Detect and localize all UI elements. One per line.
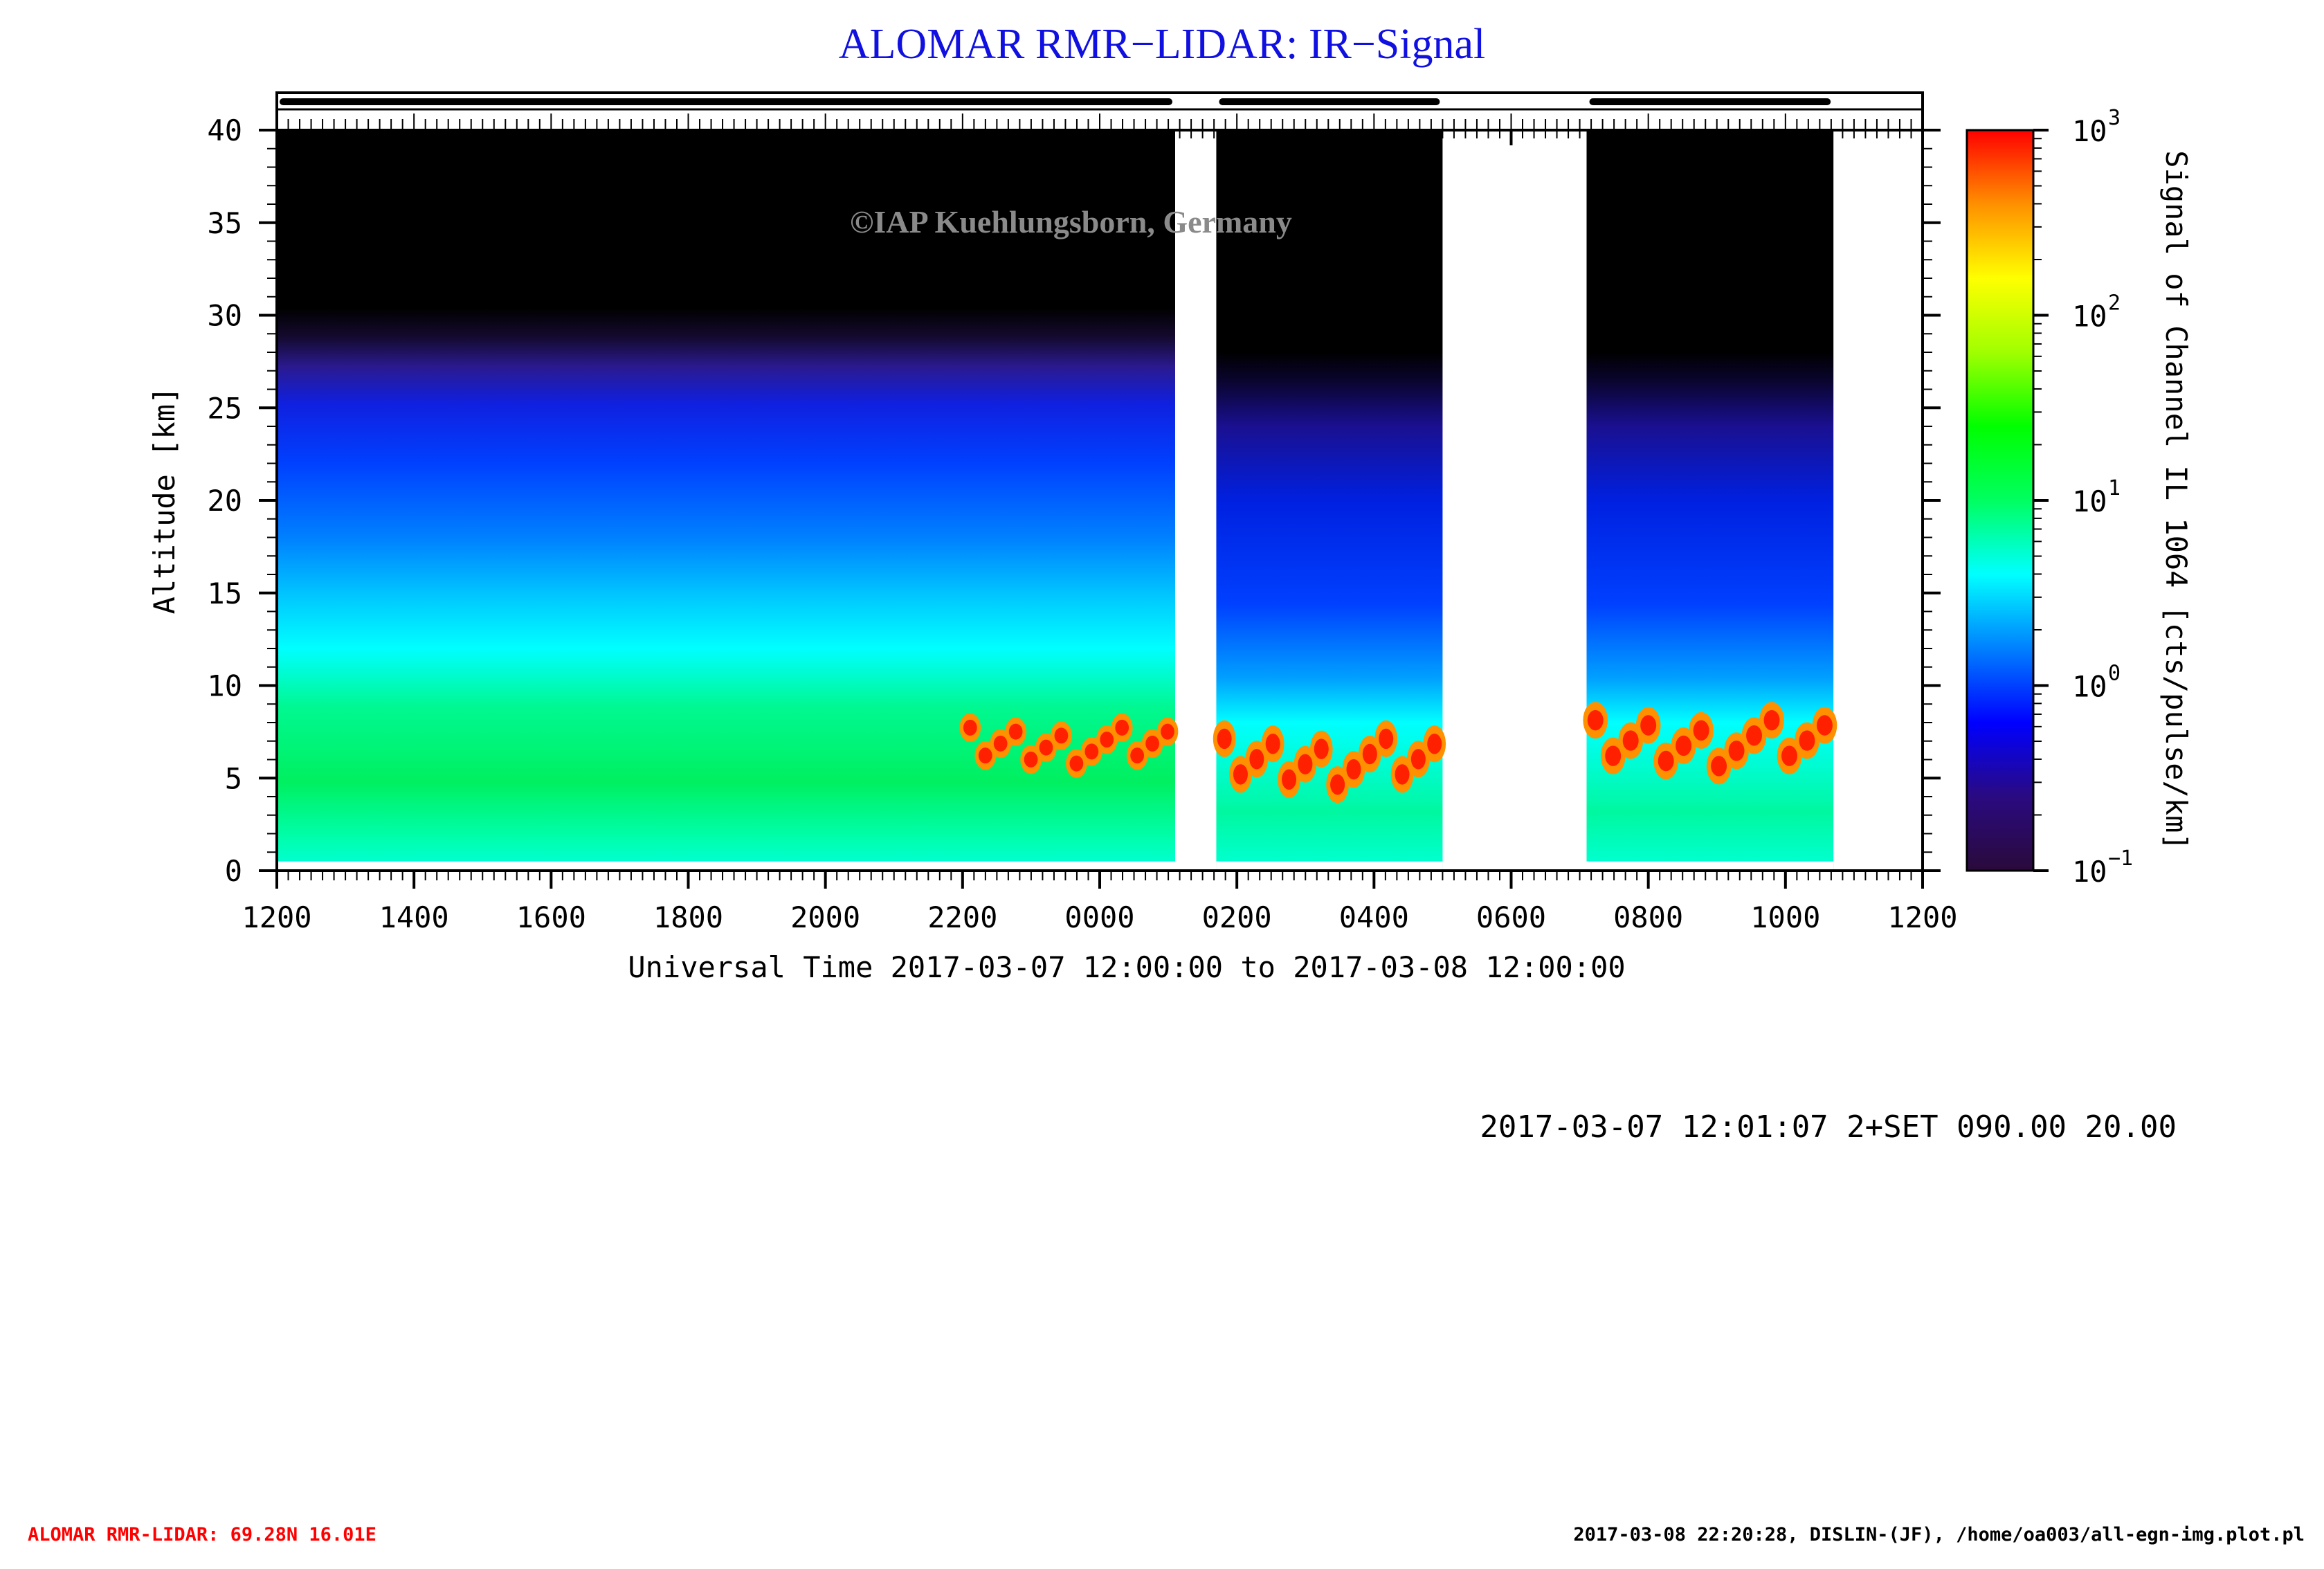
cloud-core — [1728, 741, 1745, 761]
x-tick-label: 1600 — [516, 900, 586, 934]
no-data-ground — [1216, 861, 1443, 871]
cloud-core — [1622, 730, 1639, 751]
cloud-core — [1330, 774, 1345, 795]
cloud-core — [1084, 743, 1099, 760]
cloud-core — [1711, 756, 1727, 777]
colorbar-tick-exponent: 2 — [2108, 291, 2121, 316]
cloud-core — [1799, 730, 1815, 751]
cloud-core — [1265, 734, 1280, 754]
y-tick-label: 25 — [207, 391, 242, 425]
run-bar — [280, 98, 1172, 105]
y-axis: 0 5 10 15 20 25 30 35 40 — [207, 114, 1941, 888]
cloud-core — [1362, 743, 1377, 765]
x-tick-label: 2000 — [790, 900, 860, 934]
cloud-core — [1249, 749, 1264, 770]
cloud-core — [1233, 764, 1248, 785]
colorbar-tick-exponent: 1 — [2108, 476, 2121, 500]
cloud-core — [1054, 727, 1069, 744]
cloud-core — [1346, 759, 1361, 780]
cloud-core — [1379, 728, 1394, 750]
colorbar-tick-exponent: 0 — [2108, 662, 2121, 686]
cloud-core — [1640, 715, 1657, 736]
cloud-core — [1693, 720, 1709, 741]
colorbar-tick-label: 10 — [2072, 670, 2107, 704]
cloud-core — [1314, 738, 1329, 759]
footer-location: ALOMAR RMR-LIDAR: 69.28N 16.01E — [28, 1524, 376, 1545]
x-tick-label: 0200 — [1202, 900, 1272, 934]
cloud-core — [1676, 735, 1692, 756]
cloud-core — [1024, 751, 1038, 768]
cloud-core — [1427, 734, 1442, 754]
run-bar — [1589, 98, 1831, 105]
cloud-core — [1781, 745, 1797, 766]
chart-title: ALOMAR RMR−LIDAR: IR−Signal — [839, 21, 1486, 68]
cloud-layer-1 — [959, 713, 1179, 778]
run-indicator-strip — [275, 91, 1924, 131]
cloud-core — [1658, 750, 1674, 772]
cloud-core — [1587, 709, 1604, 731]
cloud-core — [1746, 725, 1763, 746]
cloud-core — [1816, 715, 1833, 736]
x-tick-label: 2200 — [927, 900, 997, 934]
cloud-layer-2 — [1213, 720, 1446, 804]
cloud-core — [1410, 749, 1426, 770]
x-axis-label: Universal Time 2017-03-07 12:00:00 to 20… — [628, 950, 1625, 984]
y-tick-label: 15 — [207, 577, 242, 610]
x-tick-label: 0600 — [1476, 900, 1546, 934]
cloud-core — [1282, 769, 1297, 790]
cloud-core — [1130, 747, 1145, 764]
cloud-core — [1100, 732, 1114, 748]
heatmap-plot — [277, 130, 1837, 871]
x-tick-label: 1400 — [379, 900, 449, 934]
colorbar-tick-label: 10 — [2072, 114, 2107, 148]
y-tick-label: 10 — [207, 669, 242, 703]
cloud-core — [978, 747, 992, 764]
colorbar-tick-exponent: 3 — [2108, 106, 2121, 130]
x-tick-label: 0000 — [1064, 900, 1134, 934]
y-axis-label: Altitude [km] — [147, 387, 181, 615]
cloud-core — [1217, 728, 1232, 750]
y-tick-label: 35 — [207, 206, 242, 240]
y-tick-label: 40 — [207, 114, 242, 147]
y-tick-label: 30 — [207, 299, 242, 333]
colorbar-tick-label: 10 — [2072, 300, 2107, 334]
x-axis: 1200 1400 1600 1800 2000 2200 0000 0200 0400 0600… — [242, 130, 1958, 934]
cloud-core — [963, 719, 977, 736]
no-data-ground — [277, 861, 1175, 871]
colorbar-tick-label: 10 — [2072, 855, 2107, 889]
cloud-core — [1069, 755, 1084, 772]
y-tick-label: 0 — [225, 854, 242, 888]
colorbar-tick-label: 10 — [2072, 484, 2107, 518]
x-tick-label: 0400 — [1339, 900, 1409, 934]
colorbar-tick-exponent: −1 — [2108, 846, 2133, 871]
cloud-core — [1008, 723, 1023, 740]
cloud-core — [1145, 735, 1159, 752]
cloud-core — [1161, 723, 1174, 740]
x-tick-label: 1200 — [1887, 900, 1957, 934]
cloud-core — [1039, 739, 1053, 756]
x-tick-label: 1800 — [653, 900, 723, 934]
x-tick-label: 1000 — [1750, 900, 1820, 934]
cloud-core — [1763, 709, 1780, 731]
watermark: ©IAP Kuehlungsborn, Germany — [850, 204, 1292, 239]
cloud-core — [1395, 764, 1410, 785]
x-tick-label: 0800 — [1613, 900, 1683, 934]
no-data-ground — [1586, 861, 1834, 871]
cloud-layer-3 — [1583, 702, 1837, 785]
footer-creation-info: 2017-03-08 22:20:28, DISLIN-(JF), /home/… — [1573, 1524, 2305, 1545]
cloud-core — [1298, 754, 1313, 774]
cloud-core — [1115, 719, 1129, 736]
y-tick-label: 5 — [225, 761, 242, 795]
colorbar-label: Signal of Channel IL 1064 [cts/pulse/km] — [2159, 150, 2193, 850]
x-tick-label: 1200 — [242, 900, 311, 934]
run-bar — [1219, 98, 1440, 105]
run-info: 2017-03-07 12:01:07 2+SET 090.00 20.00 — [1480, 1109, 2177, 1145]
y-tick-label: 20 — [207, 484, 242, 518]
cloud-core — [1605, 745, 1622, 766]
colorbar-gradient — [1966, 129, 2035, 872]
cloud-core — [993, 735, 1008, 752]
